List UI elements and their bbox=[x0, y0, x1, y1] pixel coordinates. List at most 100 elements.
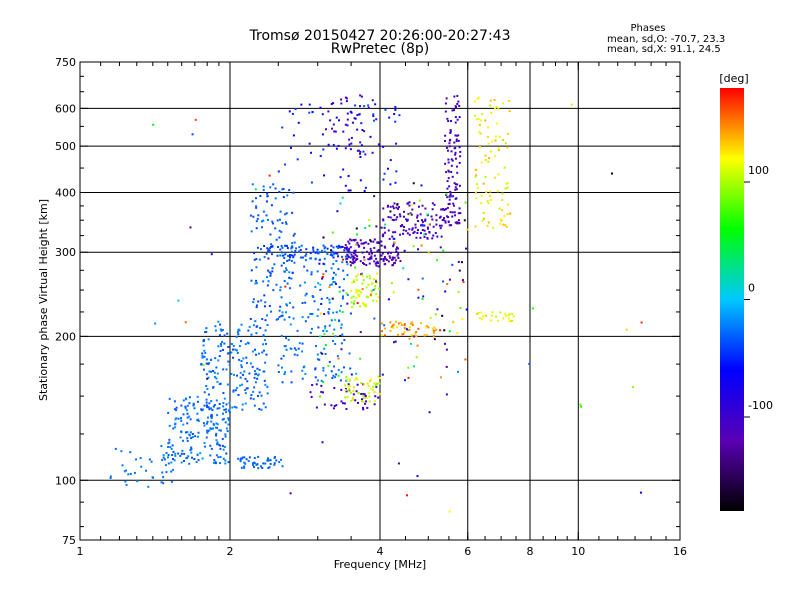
data-point bbox=[285, 267, 288, 270]
data-point bbox=[496, 122, 499, 125]
data-point bbox=[346, 302, 349, 305]
data-point bbox=[273, 263, 276, 266]
data-point bbox=[281, 381, 284, 384]
data-point bbox=[360, 382, 363, 385]
data-point bbox=[250, 279, 253, 282]
data-point bbox=[353, 239, 356, 242]
data-point bbox=[481, 219, 484, 222]
data-point bbox=[397, 322, 400, 325]
data-point bbox=[173, 408, 176, 411]
data-point bbox=[403, 331, 406, 334]
data-point bbox=[403, 210, 406, 213]
data-point bbox=[367, 296, 370, 299]
data-point bbox=[368, 219, 371, 222]
data-point bbox=[353, 256, 356, 259]
data-point bbox=[404, 327, 407, 330]
data-point bbox=[288, 110, 291, 113]
data-point bbox=[244, 462, 247, 465]
data-point bbox=[417, 296, 420, 299]
data-point bbox=[342, 130, 345, 133]
data-point bbox=[349, 246, 352, 249]
data-point bbox=[449, 131, 452, 134]
data-point bbox=[459, 155, 462, 158]
data-point bbox=[203, 349, 206, 352]
data-point bbox=[331, 254, 334, 257]
data-point bbox=[444, 220, 447, 223]
data-point bbox=[274, 455, 277, 458]
data-point bbox=[364, 153, 367, 156]
data-point bbox=[448, 202, 451, 205]
data-point bbox=[319, 283, 322, 286]
data-point bbox=[376, 382, 379, 385]
data-point bbox=[487, 221, 490, 224]
data-point bbox=[466, 228, 469, 231]
data-point bbox=[224, 462, 227, 465]
data-point bbox=[268, 249, 271, 252]
data-point bbox=[288, 256, 291, 259]
data-point bbox=[384, 231, 387, 234]
data-point bbox=[228, 363, 231, 366]
data-point bbox=[347, 383, 350, 386]
data-point bbox=[316, 353, 319, 356]
data-point bbox=[477, 96, 480, 99]
data-point bbox=[292, 191, 295, 194]
data-point bbox=[502, 139, 505, 142]
data-point bbox=[396, 203, 399, 206]
data-point bbox=[281, 126, 284, 129]
data-point bbox=[269, 272, 272, 275]
data-point bbox=[372, 240, 375, 243]
data-point bbox=[332, 276, 335, 279]
data-point bbox=[284, 221, 287, 224]
data-point bbox=[327, 143, 330, 146]
data-point bbox=[196, 412, 199, 415]
data-point bbox=[377, 143, 380, 146]
data-point bbox=[296, 329, 299, 332]
data-point bbox=[318, 358, 321, 361]
data-point bbox=[314, 367, 317, 370]
data-point bbox=[237, 393, 240, 396]
data-point bbox=[376, 281, 379, 284]
data-point bbox=[189, 418, 192, 421]
data-point bbox=[266, 192, 269, 195]
data-point bbox=[217, 359, 220, 362]
data-point bbox=[328, 308, 331, 311]
colorbar bbox=[720, 88, 744, 511]
data-point bbox=[253, 404, 256, 407]
data-point bbox=[280, 296, 283, 299]
data-point bbox=[504, 187, 507, 190]
data-point bbox=[334, 281, 337, 284]
data-point bbox=[301, 369, 304, 372]
data-point bbox=[382, 145, 385, 148]
data-point bbox=[363, 303, 366, 306]
data-point bbox=[386, 167, 389, 170]
data-point bbox=[262, 349, 265, 352]
data-point bbox=[212, 405, 215, 408]
data-point bbox=[448, 330, 451, 333]
data-point bbox=[455, 222, 458, 225]
data-point bbox=[359, 141, 362, 144]
data-point bbox=[448, 224, 451, 227]
data-point bbox=[226, 332, 229, 335]
data-point bbox=[227, 417, 230, 420]
data-point bbox=[423, 229, 426, 232]
data-point bbox=[308, 103, 311, 106]
data-point bbox=[170, 461, 173, 464]
data-point bbox=[331, 278, 334, 281]
data-point bbox=[208, 408, 211, 411]
data-point bbox=[411, 321, 414, 324]
data-point bbox=[227, 461, 230, 464]
data-point bbox=[318, 251, 321, 254]
data-point bbox=[411, 208, 414, 211]
data-point bbox=[210, 413, 213, 416]
data-point bbox=[347, 385, 350, 388]
data-point bbox=[397, 462, 400, 465]
data-point bbox=[256, 367, 259, 370]
data-point bbox=[194, 118, 197, 121]
data-point bbox=[391, 205, 394, 208]
data-point bbox=[476, 183, 479, 186]
data-point bbox=[485, 314, 488, 317]
data-point bbox=[401, 224, 404, 227]
data-point bbox=[363, 263, 366, 266]
data-point bbox=[320, 384, 323, 387]
data-point bbox=[478, 317, 481, 320]
